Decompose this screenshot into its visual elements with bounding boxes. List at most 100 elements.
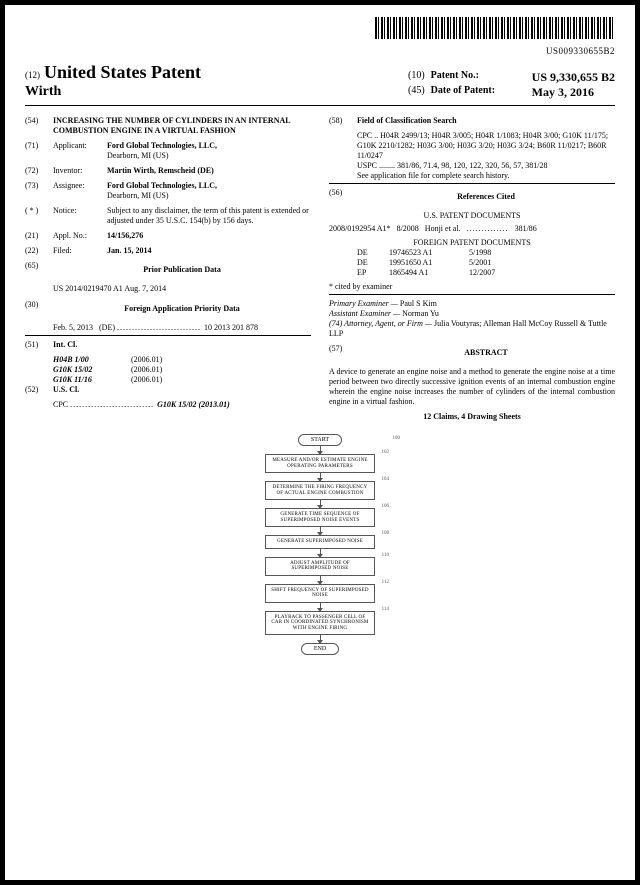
f51-num: (51): [25, 340, 47, 350]
f58-body: CPC .. H04R 2499/13; H04R 3/005; H04R 1/…: [357, 131, 615, 181]
fc-step-2: GENERATE TIME SEQUENCE OF SUPERIMPOSED N…: [265, 508, 375, 527]
fc-step-1: DETERMINE THE FIRING FREQUENCY OF ACTUAL…: [265, 481, 375, 500]
assignee-name: Ford Global Technologies, LLC,: [107, 181, 217, 190]
cpc-dots: ............................: [70, 400, 157, 409]
inventor-full: Martin Wirth, Remscheid (DE): [107, 166, 311, 176]
fd1-num: 19951650 A1: [389, 258, 459, 268]
notice-label: Notice:: [53, 206, 101, 226]
fd2-date: 12/2007: [469, 268, 509, 278]
field-57: (57) ABSTRACT: [329, 344, 615, 362]
left-column: (54) INCREASING THE NUMBER OF CYLINDERS …: [25, 116, 311, 426]
fc-step-5: SHIFT FREQUENCY OF SUPERIMPOSED NOISE: [265, 584, 375, 603]
f58-note: See application file for complete search…: [357, 171, 510, 180]
f58-num: (58): [329, 116, 351, 126]
f54-num: (54): [25, 116, 47, 136]
f58-label: Field of Classification Search: [357, 116, 615, 126]
f21-num: (21): [25, 231, 47, 241]
assistant-name: Norman Yu: [402, 309, 439, 318]
f72-num: (72): [25, 166, 47, 176]
prior-pub-h: Prior Publication Data: [53, 265, 311, 275]
header-left: (12) United States Patent Wirth: [25, 62, 201, 100]
fc-start: START: [298, 434, 342, 446]
notice-text: Subject to any disclaimer, the term of t…: [107, 206, 311, 226]
fc-ref-6: 114: [382, 607, 389, 612]
f56-num: (56): [329, 188, 351, 206]
assistant-l: Assistant Examiner —: [329, 309, 400, 318]
fc-ref-3: 108: [382, 531, 390, 536]
fc-ref-2: 106: [382, 504, 390, 509]
f58-uspc: 381/86, 71.4, 98, 120, 122, 320, 56, 57,…: [397, 161, 547, 170]
header-right: (10) Patent No.: US 9,330,655 B2 (45) Da…: [408, 70, 615, 100]
us-doc-row: 2008/0192954 A1* 8/2008 Honji et al. ...…: [329, 224, 615, 234]
divider: [25, 335, 311, 336]
right-column: (58) Field of Classification Search CPC …: [329, 116, 615, 426]
f22-label: Filed:: [53, 246, 101, 256]
fc-arrow: [320, 500, 321, 508]
intcl-2v: (2006.01): [131, 375, 162, 385]
us-doc-num: 2008/0192954 A1*: [329, 224, 391, 234]
field-54: (54) INCREASING THE NUMBER OF CYLINDERS …: [25, 116, 311, 136]
fc-arrow: [320, 446, 321, 454]
fc-arrow: [320, 635, 321, 643]
intcl-2: G10K 11/16: [53, 375, 123, 385]
field-30: (30) Foreign Application Priority Data: [25, 300, 311, 318]
fc-step-6: PLAYBACK TO PASSENGER CELL OF CAR IN COO…: [265, 611, 375, 636]
f58-uspc-l: USPC ........: [357, 161, 395, 170]
fd2-cc: EP: [357, 268, 379, 278]
fc-ref-0: 102: [382, 450, 390, 455]
foreign-docs-h: FOREIGN PATENT DOCUMENTS: [329, 238, 615, 248]
cited-note: * cited by examiner: [329, 282, 615, 292]
prior-pub-line: US 2014/0219470 A1 Aug. 7, 2014: [53, 284, 311, 294]
flowchart: 100 START 102 MEASURE AND/OR ESTIMATE ENG…: [25, 434, 615, 655]
divider-3: [329, 294, 615, 295]
fp-appnum: 10 2013 201 878: [204, 323, 258, 332]
fd0-date: 5/1998: [469, 248, 509, 258]
fc-arrow: [320, 549, 321, 557]
us-doc-dots: ..............: [467, 224, 509, 234]
flowchart-inner: 100 START 102MEASURE AND/OR ESTIMATE ENG…: [265, 434, 375, 655]
f65-num: (65): [25, 261, 47, 279]
foreign-docs-table: DE19746523 A15/1998 DE19951650 A15/2001 …: [357, 248, 640, 278]
fc-step-3: GENERATE SUPERIMPOSED NOISE: [265, 535, 375, 549]
fd1-date: 5/2001: [469, 258, 509, 268]
field-21: (21) Appl. No.: 14/156,276: [25, 231, 311, 241]
fc-ref-100: 100: [393, 436, 401, 441]
hr-num-1: (45): [408, 85, 425, 100]
applicant-name: Ford Global Technologies, LLC,: [107, 141, 217, 150]
divider-2: [329, 183, 615, 184]
claims-line: 12 Claims, 4 Drawing Sheets: [329, 412, 615, 422]
uscl-label: U.S. Cl.: [53, 385, 311, 395]
field-22: (22) Filed: Jan. 15, 2014: [25, 246, 311, 256]
fd0-cc: DE: [357, 248, 379, 258]
cpc-val: G10K 15/02 (2013.01): [157, 400, 230, 409]
f30-num: (30): [25, 300, 47, 318]
fc-ref-5: 112: [382, 580, 389, 585]
foreign-pri-h: Foreign Application Priority Data: [53, 304, 311, 314]
field-notice: ( * ) Notice: Subject to any disclaimer,…: [25, 206, 311, 226]
fp-date: Feb. 5, 2013: [53, 323, 93, 332]
field-71: (71) Applicant: Ford Global Technologies…: [25, 141, 311, 161]
applicant-loc: Dearborn, MI (US): [107, 151, 169, 160]
field-51: (51) Int. Cl.: [25, 340, 311, 350]
barcode-label: US009330655B2: [25, 46, 615, 56]
primary-l: Primary Examiner —: [329, 299, 398, 308]
intcl-rows: H04B 1/00(2006.01) G10K 15/02(2006.01) G…: [53, 355, 311, 385]
f21-label: Appl. No.:: [53, 231, 101, 241]
field-58: (58) Field of Classification Search: [329, 116, 615, 126]
intcl-0: H04B 1/00: [53, 355, 123, 365]
inventor-name: Wirth: [25, 84, 201, 100]
hr-label-1: Date of Patent:: [431, 85, 526, 100]
abstract-text: A device to generate an engine noise and…: [329, 367, 615, 407]
field-56: (56) References Cited: [329, 188, 615, 206]
header-sup: (12): [25, 70, 40, 80]
barcode-row: US009330655B2: [25, 17, 615, 56]
f57-num: (57): [329, 344, 351, 362]
field-73: (73) Assignee: Ford Global Technologies,…: [25, 181, 311, 201]
fc-arrow: [320, 473, 321, 481]
f71-label: Applicant:: [53, 141, 101, 161]
intcl-1v: (2006.01): [131, 365, 162, 375]
fd1-cc: DE: [357, 258, 379, 268]
abstract-h: ABSTRACT: [357, 348, 615, 358]
intcl-label: Int. Cl.: [53, 340, 311, 350]
fc-step-0: MEASURE AND/OR ESTIMATE ENGINE OPERATING…: [265, 454, 375, 473]
